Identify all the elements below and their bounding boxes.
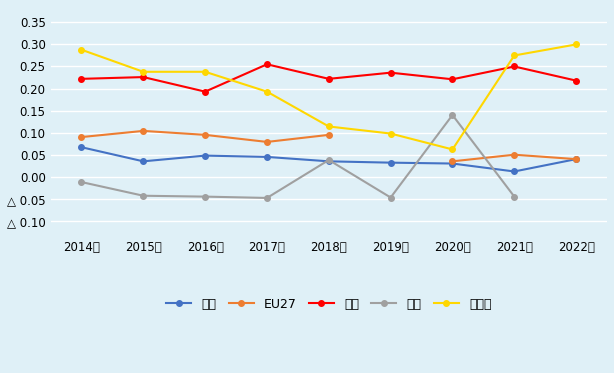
米国 [511, 169, 518, 174]
日本 [325, 76, 333, 81]
英国 [201, 194, 209, 199]
EU27 [201, 133, 209, 137]
ドイツ [139, 69, 147, 74]
ドイツ [263, 90, 271, 94]
米国 [449, 161, 456, 166]
日本 [78, 76, 85, 81]
英国 [263, 196, 271, 200]
日本 [572, 78, 580, 83]
米国 [387, 160, 394, 165]
英国 [387, 195, 394, 200]
日本 [263, 62, 271, 66]
EU27 [325, 133, 333, 137]
日本 [387, 70, 394, 75]
日本 [511, 64, 518, 69]
英国 [139, 194, 147, 198]
ドイツ [572, 42, 580, 47]
Line: ドイツ: ドイツ [79, 42, 579, 152]
Line: 英国: 英国 [79, 112, 517, 201]
ドイツ [449, 147, 456, 152]
Line: EU27: EU27 [79, 128, 332, 145]
米国 [139, 159, 147, 164]
米国 [263, 155, 271, 159]
Legend: 米国, EU27, 日本, 英国, ドイツ: 米国, EU27, 日本, 英国, ドイツ [161, 293, 497, 316]
EU27 [78, 135, 85, 139]
米国 [78, 145, 85, 150]
ドイツ [201, 69, 209, 74]
米国 [201, 153, 209, 158]
英国 [78, 180, 85, 184]
ドイツ [78, 47, 85, 52]
Line: 米国: 米国 [79, 144, 579, 174]
英国 [511, 194, 518, 199]
日本 [201, 90, 209, 94]
ドイツ [325, 124, 333, 129]
EU27 [139, 129, 147, 133]
米国 [572, 157, 580, 162]
ドイツ [511, 53, 518, 58]
日本 [139, 75, 147, 79]
米国 [325, 159, 333, 164]
EU27 [263, 140, 271, 144]
英国 [449, 113, 456, 117]
日本 [449, 77, 456, 82]
英国 [325, 158, 333, 162]
ドイツ [387, 131, 394, 136]
Line: 日本: 日本 [79, 62, 579, 94]
